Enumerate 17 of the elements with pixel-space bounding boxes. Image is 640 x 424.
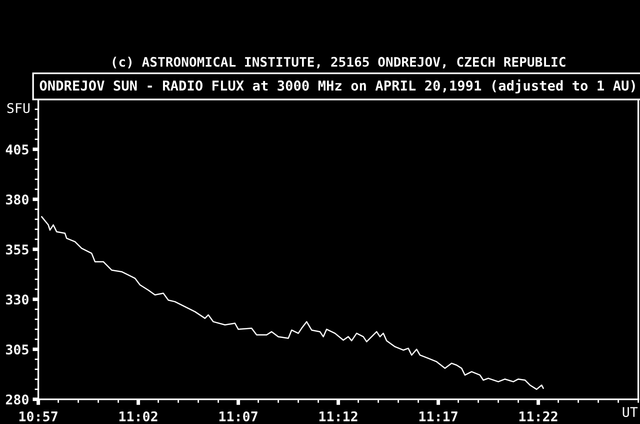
y-tick-label: 305 [6,344,28,355]
y-tick-label: 330 [6,294,28,305]
x-tick-label: 11:12 [319,411,358,422]
x-tick-label: 10:57 [19,411,58,422]
y-tick-label: 380 [6,194,28,205]
x-tick-label: 11:02 [119,411,158,422]
chart-title: ONDREJOV SUN - RADIO FLUX at 3000 MHz on APRIL 20,1991 (adjusted to 1 AU) [40,79,635,94]
y-axis-title: SFU [7,103,30,114]
x-tick-label: 11:22 [519,411,558,422]
y-tick-label: 405 [6,144,28,155]
x-axis-title: UT [622,407,638,418]
line-series [41,216,544,390]
x-tick-label: 11:07 [219,411,258,422]
y-tick-label: 355 [6,244,28,255]
text: (c) ASTRONOMICAL INSTITUTE, 25165 ONDREJOV, CZECH REPUBLIC [112,56,566,68]
x-tick-label: 11:17 [419,412,458,422]
y-tick-label: 280 [6,394,28,405]
